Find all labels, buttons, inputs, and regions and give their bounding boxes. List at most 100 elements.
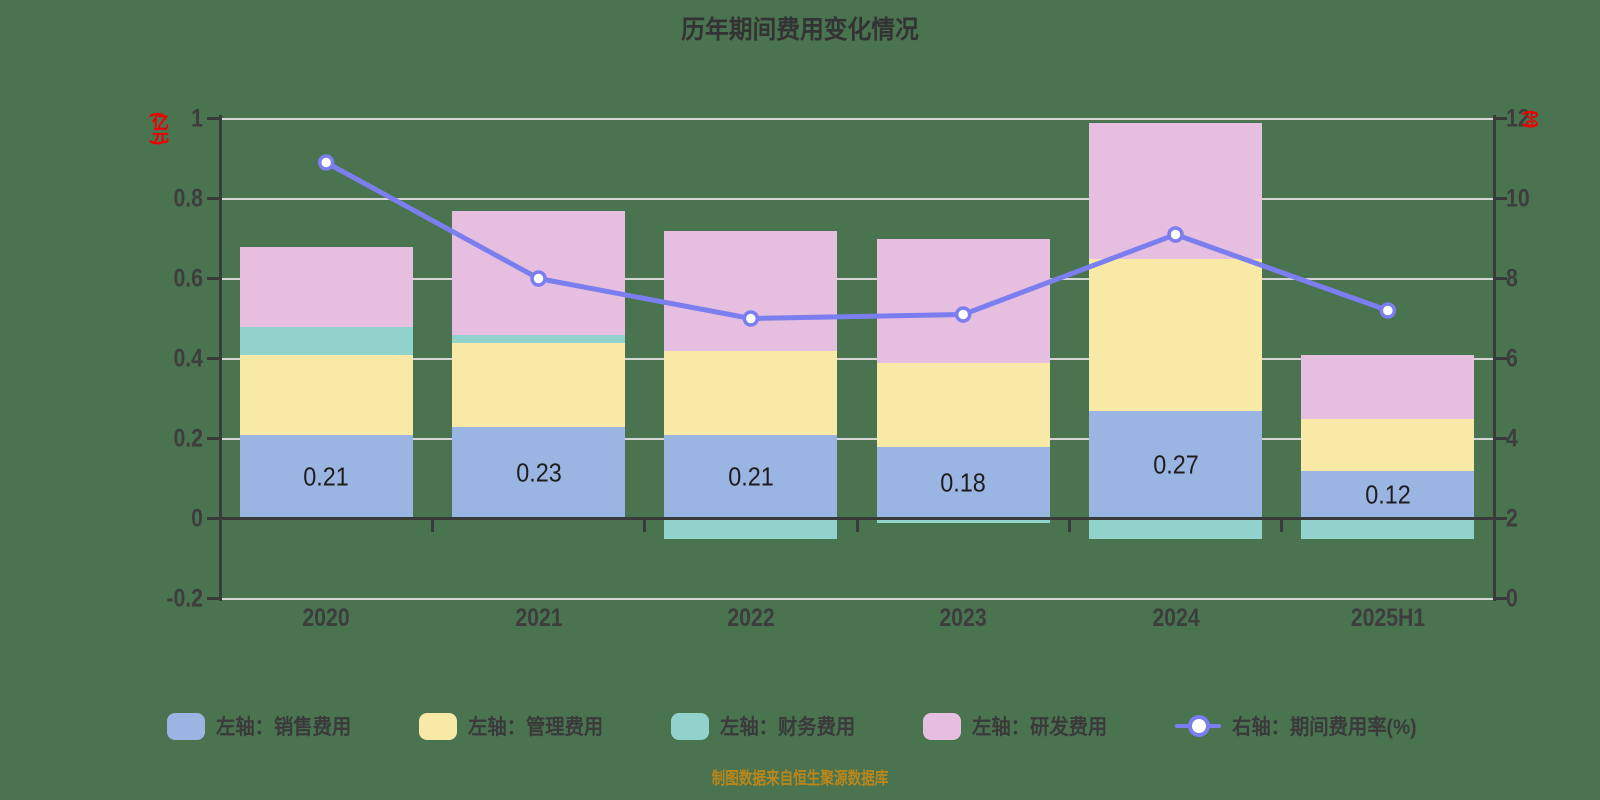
data-source-note: 制图数据来自恒生聚源数据库	[711, 769, 889, 788]
x-tick-label: 2022	[727, 604, 775, 632]
x-axis-tick	[855, 518, 859, 532]
left-axis-tick-label: -0.2	[166, 584, 203, 612]
right-axis-tick-label: 6	[1506, 344, 1518, 372]
left-axis-tick	[207, 277, 220, 280]
bar-segment-2024[interactable]	[1089, 258, 1262, 411]
legend-label: 左轴：销售费用	[216, 716, 352, 739]
grid-line	[220, 357, 1494, 360]
bar-segment-2021[interactable]	[452, 426, 625, 519]
right-axis-tick-label: 10	[1506, 184, 1530, 212]
right-axis-tick-label: 4	[1506, 424, 1518, 452]
bar-value-label: 0.21	[728, 461, 774, 491]
x-axis-tick	[430, 518, 434, 532]
bar-segment-2023[interactable]	[876, 446, 1050, 519]
grid-line	[220, 277, 1494, 280]
bar-segment-2022[interactable]	[664, 434, 838, 519]
admin-swatch-icon	[419, 712, 458, 740]
x-axis-tick	[1492, 518, 1496, 532]
bar-value-label: 0.23	[515, 457, 562, 487]
right-axis-unit-label: (%)	[1522, 110, 1541, 125]
right-axis-tick	[1494, 437, 1507, 440]
bar-value-label: 0.12	[1365, 479, 1411, 509]
bar-segment-2022[interactable]	[664, 350, 838, 435]
rate-marker[interactable]	[1167, 226, 1184, 243]
right-axis-tick-label: 2	[1506, 504, 1518, 532]
legend: 左轴：销售费用 左轴：管理费用 左轴：财务费用 左轴：研发费用 右轴：期间费用率…	[0, 711, 1600, 741]
x-tick-label: 2021	[514, 604, 563, 632]
bar-segment-2025H1[interactable]	[1301, 354, 1475, 419]
bar-value-label: 0.18	[940, 467, 986, 497]
grid-line	[220, 117, 1494, 120]
bar-segment-2023[interactable]	[876, 518, 1050, 523]
bar-segment-2025H1[interactable]	[1301, 418, 1475, 471]
rnd-swatch-icon	[923, 712, 962, 740]
x-tick-label: 2023	[939, 604, 987, 632]
right-axis-tick	[1494, 597, 1507, 600]
left-axis-tick-label: 0.6	[173, 264, 203, 292]
bar-value-label: 0.21	[303, 461, 349, 491]
left-axis-tick	[207, 197, 220, 200]
legend-item-finance[interactable]: 左轴：财务费用	[671, 711, 867, 741]
right-axis-tick	[1494, 517, 1507, 520]
rate-marker[interactable]	[954, 306, 972, 323]
bar-segment-2020[interactable]	[239, 354, 413, 435]
left-axis-tick-label: 0.2	[173, 424, 203, 452]
bar-segment-2020[interactable]	[239, 246, 413, 327]
left-axis-tick	[207, 437, 220, 440]
grid-line	[220, 437, 1494, 440]
right-axis-tick-label: 8	[1506, 264, 1518, 292]
bar-segment-2021[interactable]	[452, 342, 625, 427]
rate-line	[323, 160, 1391, 321]
left-axis-unit-label: (亿元)	[149, 112, 168, 142]
right-axis-tick-label: 0	[1506, 584, 1518, 612]
legend-item-rnd[interactable]: 左轴：研发费用	[923, 711, 1119, 741]
x-tick-label: 2020	[302, 604, 350, 632]
grid-line	[220, 197, 1494, 200]
bar-segment-2025H1[interactable]	[1301, 470, 1475, 519]
legend-label: 右轴：期间费用率(%)	[1232, 716, 1417, 739]
x-axis-tick	[218, 518, 222, 532]
rate-marker[interactable]	[317, 154, 335, 171]
left-axis-tick-label: 0.8	[173, 184, 203, 212]
bar-segment-2024[interactable]	[1089, 518, 1262, 539]
left-axis-line	[218, 115, 222, 601]
left-axis-tick-label: 1	[191, 104, 203, 132]
legend-item-admin[interactable]: 左轴：管理费用	[419, 711, 615, 741]
left-axis-tick-label: 0	[191, 504, 203, 532]
bar-segment-2020[interactable]	[239, 326, 413, 355]
left-axis-tick-label: 0.4	[173, 344, 203, 372]
bar-segment-2025H1[interactable]	[1301, 518, 1475, 539]
x-tick-label: 2024	[1151, 604, 1200, 632]
sales-swatch-icon	[167, 712, 206, 740]
rate-marker[interactable]	[742, 310, 760, 327]
chart-title: 历年期间费用变化情况	[681, 16, 919, 44]
bar-segment-2020[interactable]	[239, 434, 413, 519]
legend-label: 左轴：研发费用	[972, 716, 1108, 739]
right-axis-tick-label: 12	[1506, 104, 1530, 132]
rate-marker[interactable]	[530, 270, 547, 287]
legend-item-sales[interactable]: 左轴：销售费用	[167, 711, 363, 741]
bar-segment-2022[interactable]	[664, 518, 838, 539]
legend-item-rate[interactable]: 右轴：期间费用率(%)	[1175, 711, 1433, 741]
bar-segment-2022[interactable]	[664, 230, 838, 351]
left-axis-tick	[207, 517, 220, 520]
finance-swatch-icon	[671, 712, 710, 740]
left-axis-tick	[207, 117, 220, 120]
x-axis-tick	[1067, 518, 1071, 532]
rate-marker[interactable]	[1379, 302, 1397, 319]
bar-segment-2021[interactable]	[452, 334, 625, 343]
rate-line-marker-icon	[1175, 715, 1222, 737]
right-axis-tick	[1494, 357, 1507, 360]
bar-segment-2023[interactable]	[876, 238, 1050, 363]
bar-value-label: 0.27	[1152, 449, 1199, 479]
right-axis-tick	[1494, 197, 1507, 200]
bar-segment-2024[interactable]	[1089, 410, 1262, 519]
legend-label: 左轴：管理费用	[468, 716, 604, 739]
left-axis-tick	[207, 597, 220, 600]
bar-segment-2023[interactable]	[876, 362, 1050, 447]
x-axis-tick	[1280, 518, 1284, 532]
legend-label: 左轴：财务费用	[720, 716, 856, 739]
x-axis-tick	[643, 518, 647, 532]
